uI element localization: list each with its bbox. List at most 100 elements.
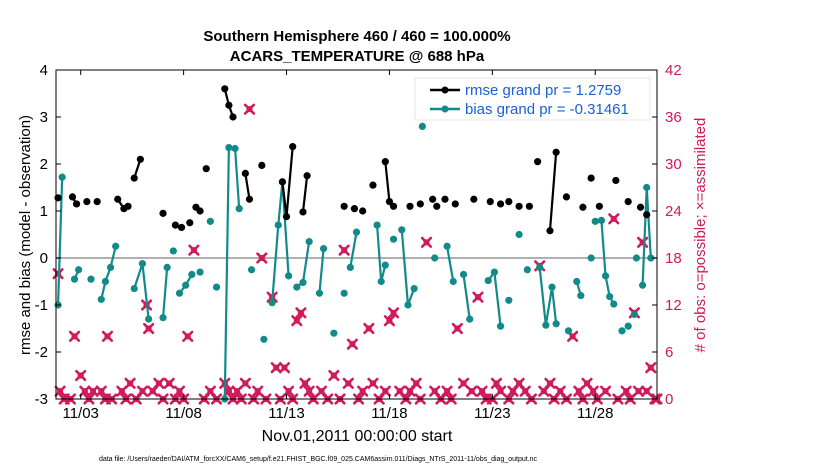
obs-possible-marker <box>297 309 304 316</box>
bias-point <box>484 276 492 285</box>
rmse-point <box>225 101 233 109</box>
rmse-point <box>624 198 632 206</box>
rmse-point <box>299 208 307 216</box>
rmse-point <box>636 203 645 211</box>
bias-point <box>130 284 138 293</box>
chart-title-line2: ACARS_TEMPERATURE @ 688 hPa <box>230 48 485 65</box>
obs-possible-marker <box>190 247 197 254</box>
rmse-point <box>441 195 449 203</box>
bias-point <box>235 205 243 213</box>
rmse-point <box>416 200 424 208</box>
y-right-tick-label: 24 <box>665 203 682 220</box>
obs-possible-marker <box>71 333 78 340</box>
rmse-point <box>546 227 554 235</box>
bias-point <box>163 263 171 271</box>
rmse-point <box>136 155 144 163</box>
rmse-point <box>196 207 204 215</box>
rmse-line <box>244 173 251 200</box>
bias-point <box>449 277 457 286</box>
bias-point <box>58 173 66 181</box>
rmse-point <box>350 205 359 213</box>
bias-point <box>182 281 190 289</box>
obs-possible-marker <box>623 388 630 395</box>
bias-point <box>340 289 348 297</box>
bias-point <box>410 284 418 293</box>
obs-possible-marker <box>127 380 134 387</box>
obs-possible-marker <box>479 388 486 395</box>
y-left-tick-label: 3 <box>40 109 48 126</box>
legend-box <box>414 77 651 121</box>
rmse-point <box>202 165 210 173</box>
bias-point <box>389 235 398 243</box>
bias-point <box>225 143 233 152</box>
obs-possible-marker <box>176 388 183 395</box>
rmse-point <box>587 174 595 182</box>
bias-point <box>647 254 655 262</box>
obs-possible-marker <box>318 388 325 395</box>
rmse-point <box>612 176 620 185</box>
bias-point <box>293 283 301 291</box>
obs-possible-marker <box>104 333 111 340</box>
rmse-point <box>515 202 523 210</box>
y-right-tick-label: 6 <box>665 344 673 361</box>
bias-point <box>630 310 638 318</box>
bias-point <box>97 295 105 303</box>
x-tick-label: 11/08 <box>165 405 201 422</box>
bias-point <box>496 322 505 330</box>
x-tick-label: 11/23 <box>474 405 510 422</box>
rmse-point <box>552 148 560 156</box>
bias-point <box>587 254 595 262</box>
rmse-point <box>83 198 91 206</box>
bias-line <box>400 229 416 307</box>
rmse-point <box>433 202 441 210</box>
obs-possible-marker <box>493 380 500 387</box>
bias-point <box>459 270 468 279</box>
obs-possible-marker <box>407 388 414 395</box>
bias-point <box>606 292 614 301</box>
obs-possible-marker <box>118 388 125 395</box>
obs-possible-marker <box>610 215 617 222</box>
obs-possible-marker <box>349 341 356 348</box>
bias-point <box>638 281 647 289</box>
rmse-point <box>278 178 287 186</box>
bias-point <box>169 247 177 255</box>
x-tick-label: 11/28 <box>577 405 613 422</box>
bias-line <box>271 180 290 303</box>
bias-point <box>643 183 651 192</box>
obs-possible-marker <box>522 388 529 395</box>
bias-line <box>462 274 471 320</box>
bias-point <box>206 217 214 225</box>
footnote-data-file: data file: /Users/raeder/DAI/ATM_forcXX/… <box>99 456 538 463</box>
obs-possible-marker <box>382 388 389 395</box>
obs-possible-marker <box>166 380 173 387</box>
obs-possible-marker <box>293 317 300 324</box>
bias-point <box>536 263 544 271</box>
obs-possible-marker <box>396 388 403 395</box>
rmse-point <box>505 198 513 206</box>
bias-point <box>552 320 560 328</box>
y-left-tick-label: -1 <box>35 297 48 314</box>
rmse-point <box>429 195 437 203</box>
bias-point <box>418 122 426 130</box>
obs-possible-marker <box>468 388 475 395</box>
rmse-line <box>301 175 309 213</box>
rmse-point <box>159 209 167 217</box>
obs-possible-marker <box>149 388 156 395</box>
obs-possible-marker <box>273 364 280 371</box>
obs-possible-marker <box>145 325 152 332</box>
obs-possible-marker <box>546 380 553 387</box>
rmse-point <box>381 158 389 166</box>
rmse-point <box>486 198 494 206</box>
obs-possible-marker <box>474 294 481 301</box>
chart-title-line1: Southern Hemisphere 460 / 460 = 100.000% <box>203 28 510 45</box>
obs-possible-marker <box>341 247 348 254</box>
y-left-tick-label: -3 <box>35 391 48 408</box>
bias-point <box>398 226 406 234</box>
bias-line <box>375 225 387 283</box>
bias-point <box>87 275 95 283</box>
rmse-point <box>229 113 237 121</box>
rmse-point <box>496 200 505 208</box>
rmse-point <box>470 195 478 203</box>
bias-line <box>161 267 169 318</box>
rmse-point <box>186 219 194 227</box>
